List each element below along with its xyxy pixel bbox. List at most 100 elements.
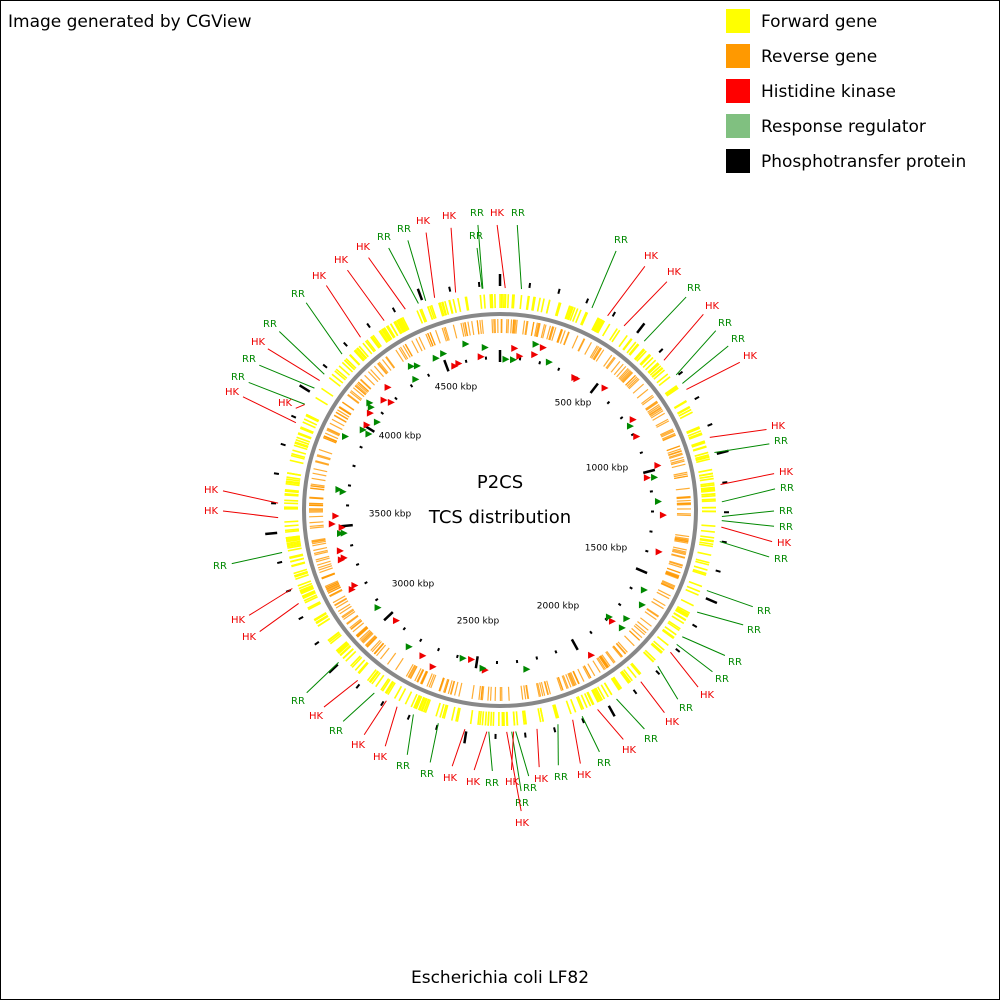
feature-label: RR — [644, 734, 658, 745]
reverse-gene — [511, 319, 512, 333]
tick — [277, 562, 282, 563]
legend-label: Histidine kinase — [761, 82, 896, 102]
tick — [555, 650, 556, 653]
forward-gene — [284, 500, 298, 501]
feature-label: HK — [312, 271, 327, 282]
tick — [630, 587, 633, 589]
feature-label: HK — [251, 337, 266, 348]
title: Image generated by CGView — [8, 12, 252, 32]
forward-gene — [701, 525, 715, 526]
scale-label: 500 kbp — [555, 399, 592, 409]
tick — [466, 360, 467, 363]
forward-gene — [516, 711, 517, 725]
feature-label: RR — [263, 319, 277, 330]
feature-label: HK — [443, 773, 458, 784]
forward-gene — [484, 295, 485, 309]
feature-label: RR — [470, 208, 484, 219]
tick — [365, 582, 368, 583]
feature-label: RR — [329, 726, 343, 737]
reverse-gene — [506, 319, 507, 333]
scale-label: 4000 kbp — [379, 432, 422, 442]
tick — [411, 385, 413, 387]
feature-label: RR — [420, 769, 434, 780]
feature-label: HK — [644, 251, 659, 262]
feature-label: RR — [687, 283, 701, 294]
reverse-gene — [677, 503, 691, 504]
reverse-gene — [492, 319, 493, 333]
scale-label: 4500 kbp — [435, 383, 478, 393]
feature-label: RR — [213, 561, 227, 572]
feature-label: HK — [665, 717, 680, 728]
scale-label: 3000 kbp — [392, 580, 435, 590]
tick — [274, 473, 279, 474]
feature-label: RR — [774, 554, 788, 565]
center-subtitle: TCS distribution — [428, 507, 571, 528]
feature-label: RR — [774, 436, 788, 447]
forward-gene — [285, 525, 299, 526]
feature-label: HK — [779, 467, 794, 478]
feature-label: RR — [523, 783, 537, 794]
reverse-gene — [309, 503, 323, 504]
feature-label: HK — [743, 351, 758, 362]
tick — [536, 657, 537, 660]
forward-gene — [491, 712, 492, 726]
feature-label: RR — [747, 625, 761, 636]
feature-label: HK — [416, 216, 431, 227]
feature-label: HK — [334, 255, 349, 266]
tick — [539, 361, 540, 364]
scale-label: 1500 kbp — [585, 544, 628, 554]
feature-label: HK — [351, 740, 366, 751]
feature-label: HK — [515, 818, 530, 829]
feature-label: RR — [485, 778, 499, 789]
forward-gene — [485, 712, 486, 726]
reverse-gene — [508, 319, 509, 333]
tick — [457, 655, 458, 658]
feature-label: HK — [442, 211, 457, 222]
forward-gene — [701, 494, 715, 495]
footer: Escherichia coli LF82 — [411, 968, 589, 988]
feature-label: HK — [705, 301, 720, 312]
tick — [356, 564, 359, 565]
legend-swatch — [726, 114, 750, 138]
feature-label: HK — [667, 267, 682, 278]
feature-label: RR — [242, 354, 256, 365]
feature-label: HK — [204, 506, 219, 517]
legend-label: Reverse gene — [761, 47, 877, 67]
forward-gene — [702, 501, 716, 502]
tick — [645, 551, 648, 552]
tick — [716, 570, 721, 571]
feature-label: RR — [597, 758, 611, 769]
forward-gene — [508, 294, 509, 308]
legend-label: Phosphotransfer protein — [761, 152, 966, 172]
feature-label: RR — [515, 798, 529, 809]
feature-label: RR — [397, 224, 411, 235]
feature-label: RR — [396, 761, 410, 772]
forward-gene — [285, 494, 299, 495]
feature-label: HK — [278, 398, 293, 409]
feature-label: HK — [204, 485, 219, 496]
forward-gene — [488, 712, 489, 726]
forward-gene — [702, 499, 716, 500]
feature-label: HK — [356, 242, 371, 253]
tick — [525, 733, 526, 738]
legend-swatch — [726, 9, 750, 33]
forward-gene — [512, 294, 513, 308]
feature-label: HK — [777, 538, 792, 549]
tick — [554, 727, 555, 732]
feature-label: HK — [309, 711, 324, 722]
tick — [529, 283, 530, 288]
tick — [428, 374, 429, 377]
tick — [281, 444, 286, 445]
feature-label: RR — [728, 657, 742, 668]
reverse-gene — [491, 687, 492, 701]
feature-label: RR — [780, 483, 794, 494]
scale-label: 1000 kbp — [586, 464, 629, 474]
tick — [420, 639, 422, 642]
feature-label: RR — [718, 318, 732, 329]
forward-gene — [702, 496, 716, 497]
feature-label: RR — [715, 674, 729, 685]
feature-label: HK — [771, 421, 786, 432]
tick — [558, 289, 559, 294]
